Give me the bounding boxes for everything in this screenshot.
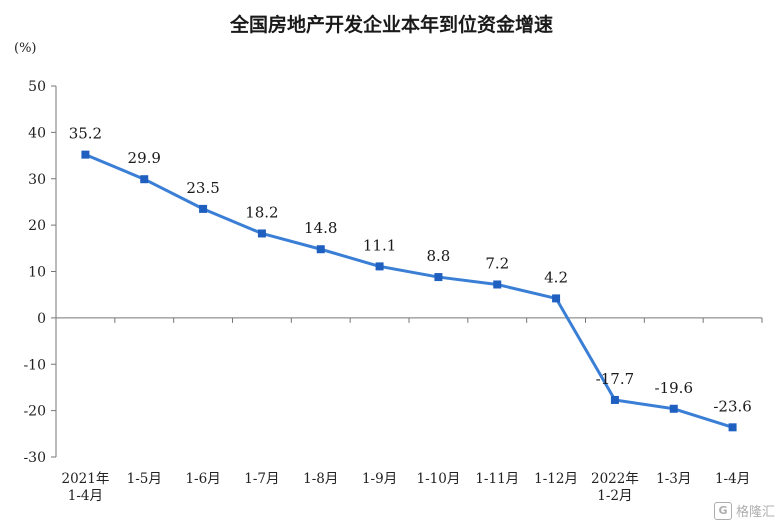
y-tick-label: 30 (28, 172, 46, 188)
data-label: 35.2 (69, 125, 102, 143)
data-point (140, 175, 149, 184)
data-point (434, 273, 443, 282)
x-tick-label: 1-4月 (715, 471, 750, 487)
x-tick-label: 2021年 1-4月 (61, 471, 109, 504)
x-tick-label: 1-8月 (303, 471, 338, 487)
y-tick-label: -20 (23, 404, 46, 420)
data-point (375, 262, 384, 271)
x-tick-label: 1-9月 (362, 471, 397, 487)
y-tick-label: 0 (37, 311, 46, 327)
y-axis-unit: (%) (14, 41, 37, 56)
y-tick-label: -10 (23, 357, 46, 373)
y-tick-label: -30 (23, 450, 46, 466)
data-point (728, 423, 737, 432)
y-tick-label: 20 (28, 218, 46, 234)
chart-title: 全国房地产开发企业本年到位资金增速 (229, 14, 553, 36)
data-label: 18.2 (245, 203, 278, 221)
y-tick-label: 40 (28, 125, 46, 141)
data-label: 8.8 (426, 247, 450, 265)
data-point (552, 294, 561, 303)
data-label: 29.9 (128, 149, 161, 167)
data-label: -23.6 (713, 397, 751, 415)
y-tick-label: 10 (28, 265, 46, 281)
series-line (84, 153, 734, 429)
data-point (81, 150, 90, 159)
data-point (199, 204, 208, 213)
x-tick-label: 1-12月 (534, 471, 578, 487)
x-tick-label: 1-5月 (127, 471, 162, 487)
x-tick-label: 1-6月 (185, 471, 220, 487)
data-label: 14.8 (304, 219, 337, 237)
data-label: -19.6 (655, 379, 693, 397)
data-point (610, 395, 619, 404)
watermark: G 格隆汇 (713, 501, 775, 520)
watermark-text: 格隆汇 (735, 505, 775, 520)
data-point (257, 229, 266, 238)
data-label: 11.1 (363, 236, 396, 254)
x-tick-label: 1-3月 (656, 471, 691, 487)
data-point (669, 404, 678, 413)
data-point (316, 245, 325, 254)
data-label: 7.2 (485, 254, 509, 272)
x-tick-label: 1-7月 (244, 471, 279, 487)
data-label: -17.7 (596, 370, 634, 388)
y-tick-label: 50 (28, 79, 46, 95)
x-tick-label: 1-10月 (416, 471, 460, 487)
x-tick-label: 2022年 1-2月 (591, 471, 639, 504)
watermark-logo-icon: G (713, 501, 732, 520)
data-label: 23.5 (186, 179, 219, 197)
data-label: 4.2 (544, 268, 568, 286)
data-point (493, 280, 502, 289)
x-tick-label: 1-11月 (475, 471, 519, 487)
